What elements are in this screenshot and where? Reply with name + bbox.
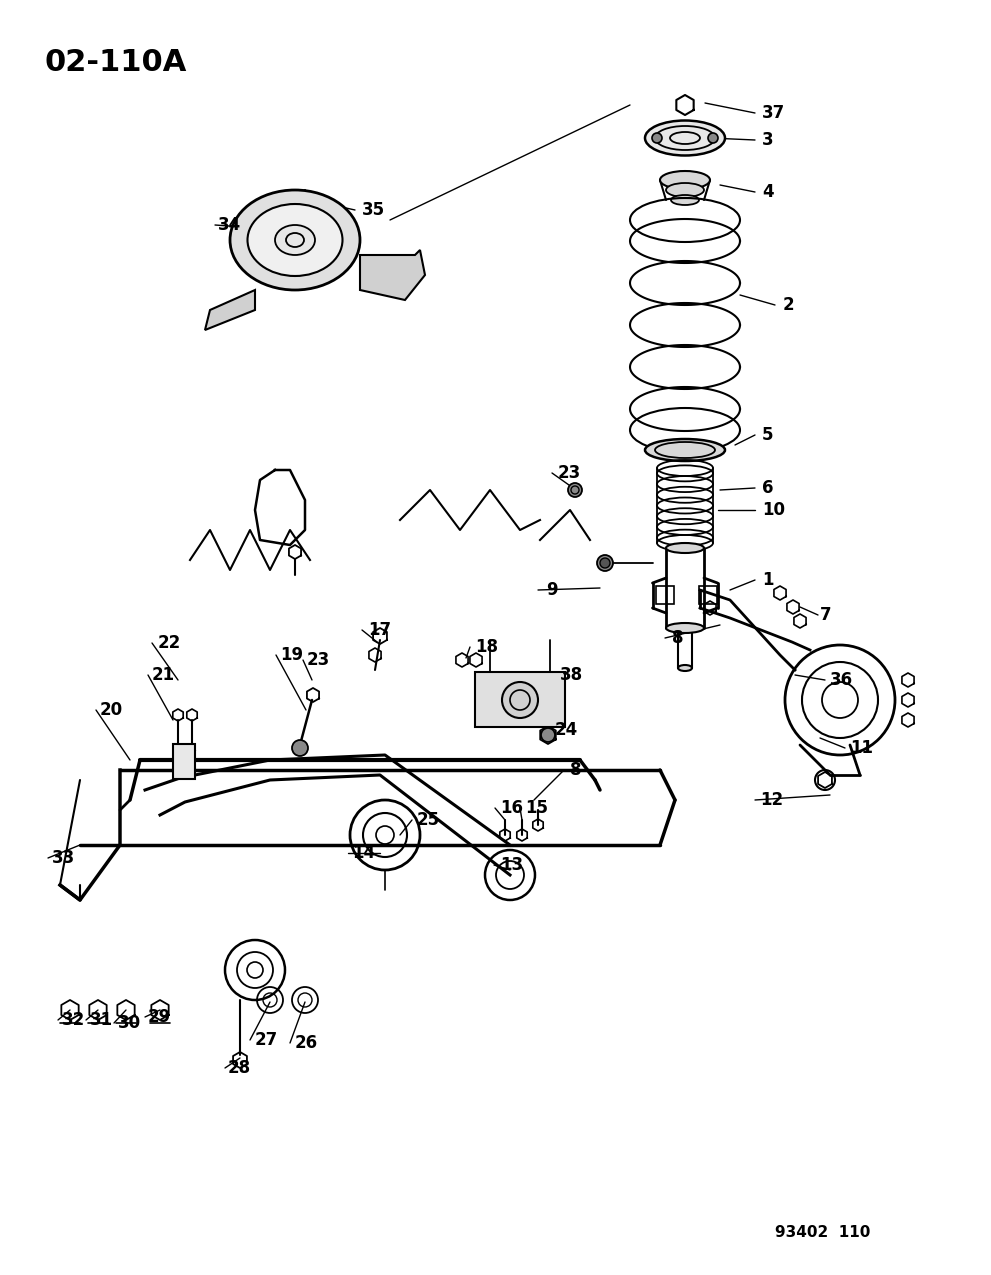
Bar [655,586,674,604]
Circle shape [652,133,662,143]
Text: 24: 24 [555,720,579,739]
Text: 30: 30 [118,1014,141,1031]
Text: 3: 3 [762,131,774,149]
Text: 2: 2 [783,296,795,314]
Text: 14: 14 [352,844,376,862]
Text: 37: 37 [762,105,785,122]
Text: 17: 17 [368,621,391,639]
Text: 19: 19 [280,646,303,664]
Text: 18: 18 [475,638,498,657]
Circle shape [502,682,538,718]
Text: 6: 6 [762,479,774,497]
Text: 32: 32 [62,1011,85,1029]
Text: 34: 34 [218,215,241,235]
Ellipse shape [248,204,343,275]
Ellipse shape [666,543,704,553]
Ellipse shape [230,190,360,289]
Text: 11: 11 [850,740,873,757]
Text: 23: 23 [558,464,582,482]
Ellipse shape [671,195,699,205]
Text: 8: 8 [672,629,684,646]
Text: 25: 25 [417,811,440,829]
Text: 16: 16 [500,799,523,817]
Text: 28: 28 [228,1060,251,1077]
Text: 02-110A: 02-110A [45,48,187,76]
Ellipse shape [666,623,704,632]
Text: 15: 15 [525,799,548,817]
Text: 36: 36 [830,671,853,688]
Bar [173,745,195,779]
Ellipse shape [275,224,315,255]
Polygon shape [205,289,255,330]
Text: 21: 21 [152,666,175,683]
Ellipse shape [645,439,725,462]
Ellipse shape [660,171,710,189]
Text: 35: 35 [362,201,385,219]
Circle shape [292,740,308,756]
Ellipse shape [666,184,704,198]
Text: 9: 9 [546,581,558,599]
Text: 10: 10 [762,501,785,519]
Text: 8: 8 [570,761,582,779]
Circle shape [568,483,582,497]
Text: 31: 31 [90,1011,113,1029]
Circle shape [541,728,555,742]
Text: 23: 23 [307,652,330,669]
Text: 20: 20 [100,701,123,719]
Circle shape [597,555,613,571]
Bar [699,586,717,604]
Text: 93402  110: 93402 110 [775,1225,870,1241]
Text: 13: 13 [500,856,523,873]
Text: 38: 38 [560,666,583,683]
Text: 5: 5 [762,426,774,444]
Ellipse shape [645,121,725,156]
Text: 26: 26 [295,1034,318,1052]
Ellipse shape [678,666,692,671]
Text: 22: 22 [158,634,181,652]
Text: 33: 33 [52,849,75,867]
Polygon shape [360,250,425,300]
Text: 29: 29 [148,1009,171,1026]
Text: 12: 12 [760,790,783,810]
Text: 7: 7 [820,606,831,623]
Text: 4: 4 [762,184,774,201]
Text: 1: 1 [762,571,774,589]
Circle shape [708,133,718,143]
Bar [475,672,565,727]
Circle shape [600,558,610,567]
Text: 27: 27 [255,1031,278,1049]
